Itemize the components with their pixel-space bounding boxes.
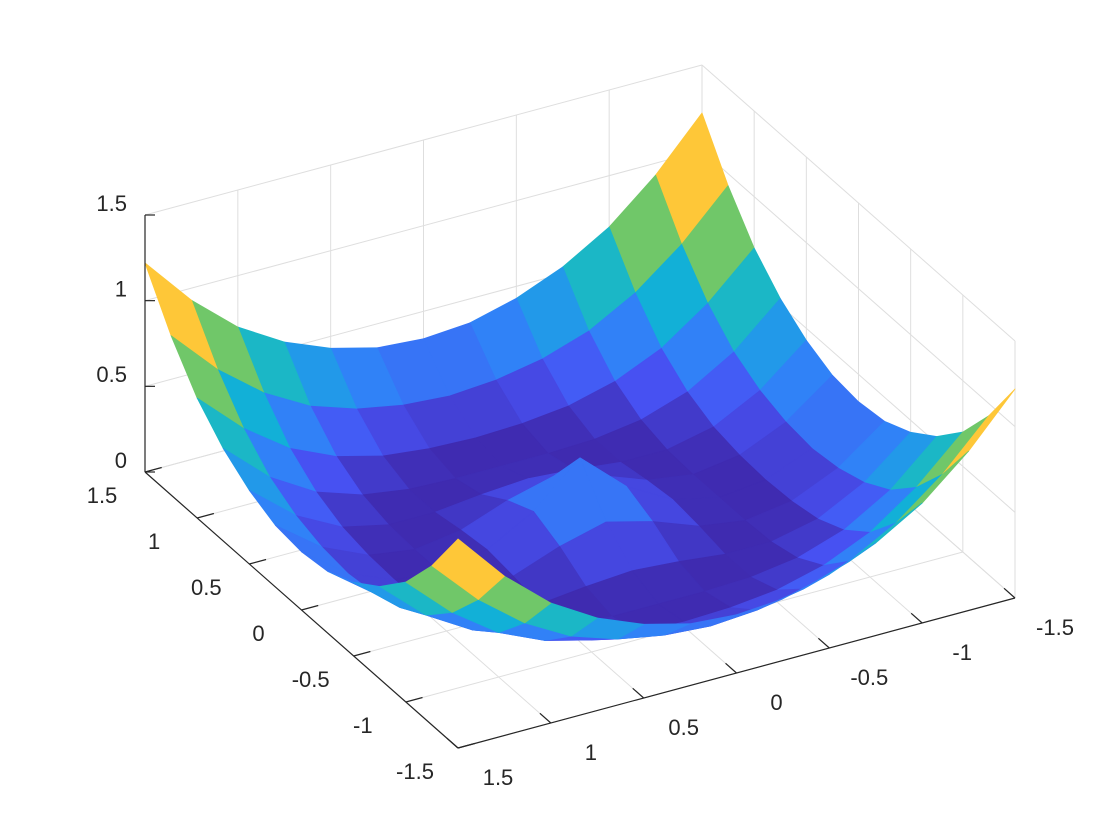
x-tick-label: -1.5 [1036, 615, 1074, 640]
surface-patch [431, 538, 505, 600]
tick-mark [632, 687, 645, 699]
x-tick-label: -0.5 [850, 665, 888, 690]
y-tick-label: -1.5 [396, 759, 434, 784]
tick-mark [249, 558, 267, 565]
grid-line [144, 64, 703, 216]
tick-mark [817, 637, 830, 649]
tick-mark [1003, 587, 1016, 599]
x-tick-label: 0.5 [668, 715, 699, 740]
grid-line [144, 150, 703, 302]
z-tick-label: 1.5 [96, 191, 127, 216]
y-tick-label: 0 [252, 621, 264, 646]
x-tick-label: 0 [770, 690, 782, 715]
y-tick-label: 1 [148, 529, 160, 554]
tick-mark [405, 696, 423, 703]
grid-line [701, 150, 1016, 428]
tick-mark [197, 512, 215, 519]
y-tick-label: -1 [353, 713, 373, 738]
tick-mark [144, 466, 162, 473]
z-tick-label: 0 [115, 448, 127, 473]
z-tick-label: 1 [115, 276, 127, 301]
y-tick-label: 0.5 [191, 575, 222, 600]
z-tick-label: 0.5 [96, 362, 127, 387]
y-tick-label: 1.5 [87, 483, 118, 508]
grid-line [701, 64, 1016, 342]
x-tick-label: 1.5 [483, 765, 514, 790]
tick-mark [725, 662, 737, 674]
tick-mark [457, 742, 475, 749]
tick-mark [446, 737, 459, 749]
tick-mark [539, 712, 552, 724]
tick-mark [353, 650, 371, 657]
tick-mark [301, 604, 319, 611]
x-tick-label: -1 [952, 640, 972, 665]
x-tick-label: 1 [585, 740, 597, 765]
tick-mark [910, 612, 923, 624]
y-tick-label: -0.5 [292, 667, 330, 692]
